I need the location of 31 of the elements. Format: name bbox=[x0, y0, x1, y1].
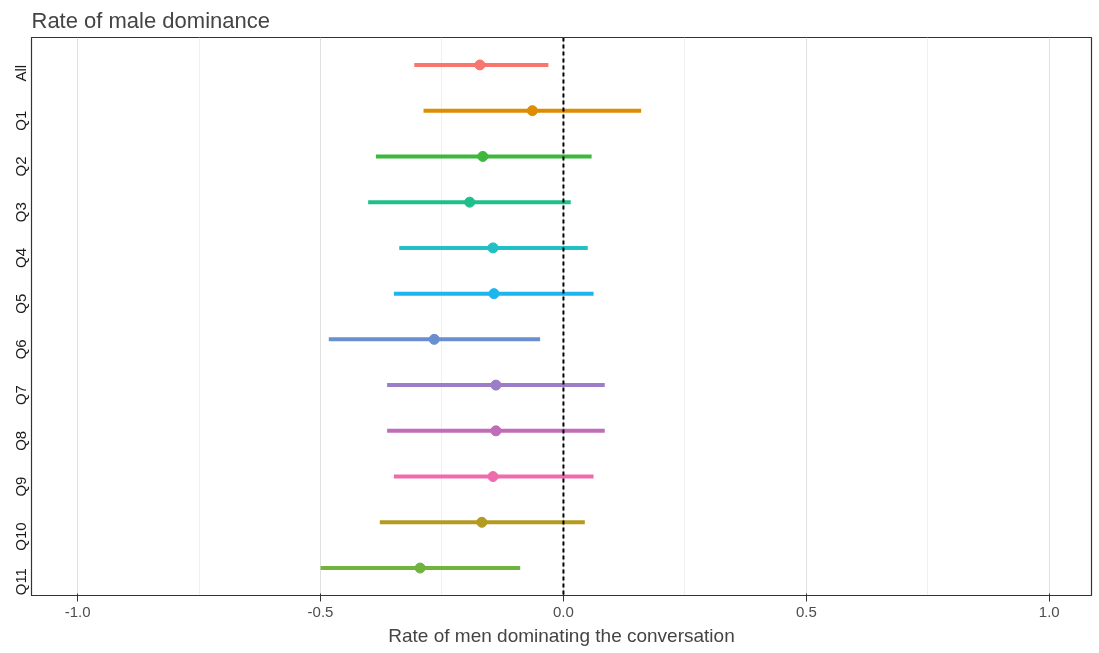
y-tick-label: Q11 bbox=[12, 568, 29, 596]
point bbox=[476, 516, 488, 528]
x-tick-label: 0.0 bbox=[553, 602, 574, 620]
x-axis-title: Rate of men dominating the conversation bbox=[388, 624, 735, 646]
y-tick-label: Q10 bbox=[12, 522, 29, 551]
x-tick-label: -1.0 bbox=[64, 602, 91, 620]
x-tick-label: 0.5 bbox=[795, 602, 817, 620]
y-tick-label: All bbox=[12, 64, 29, 82]
point bbox=[490, 379, 502, 391]
point bbox=[414, 562, 426, 574]
point bbox=[490, 425, 502, 437]
y-tick-label: Q5 bbox=[12, 293, 29, 314]
y-tick-label: Q6 bbox=[12, 339, 29, 360]
y-tick-label: Q8 bbox=[12, 430, 29, 451]
y-tick-label: Q1 bbox=[12, 110, 29, 131]
y-tick-label: Q3 bbox=[12, 202, 29, 223]
point bbox=[526, 105, 538, 117]
point bbox=[477, 150, 489, 162]
y-tick-label: Q7 bbox=[12, 385, 29, 406]
x-tick-label: 1.0 bbox=[1038, 602, 1060, 620]
y-tick-label: Q4 bbox=[12, 247, 29, 268]
point bbox=[428, 333, 440, 345]
point bbox=[464, 196, 476, 208]
point bbox=[487, 242, 499, 254]
y-tick-label: Q2 bbox=[12, 156, 29, 177]
point bbox=[488, 288, 500, 300]
y-tick-label: Q9 bbox=[12, 476, 29, 497]
point bbox=[487, 471, 499, 483]
x-tick-label: -0.5 bbox=[307, 602, 334, 620]
point bbox=[474, 59, 486, 71]
chart-title: Rate of male dominance bbox=[31, 7, 270, 33]
